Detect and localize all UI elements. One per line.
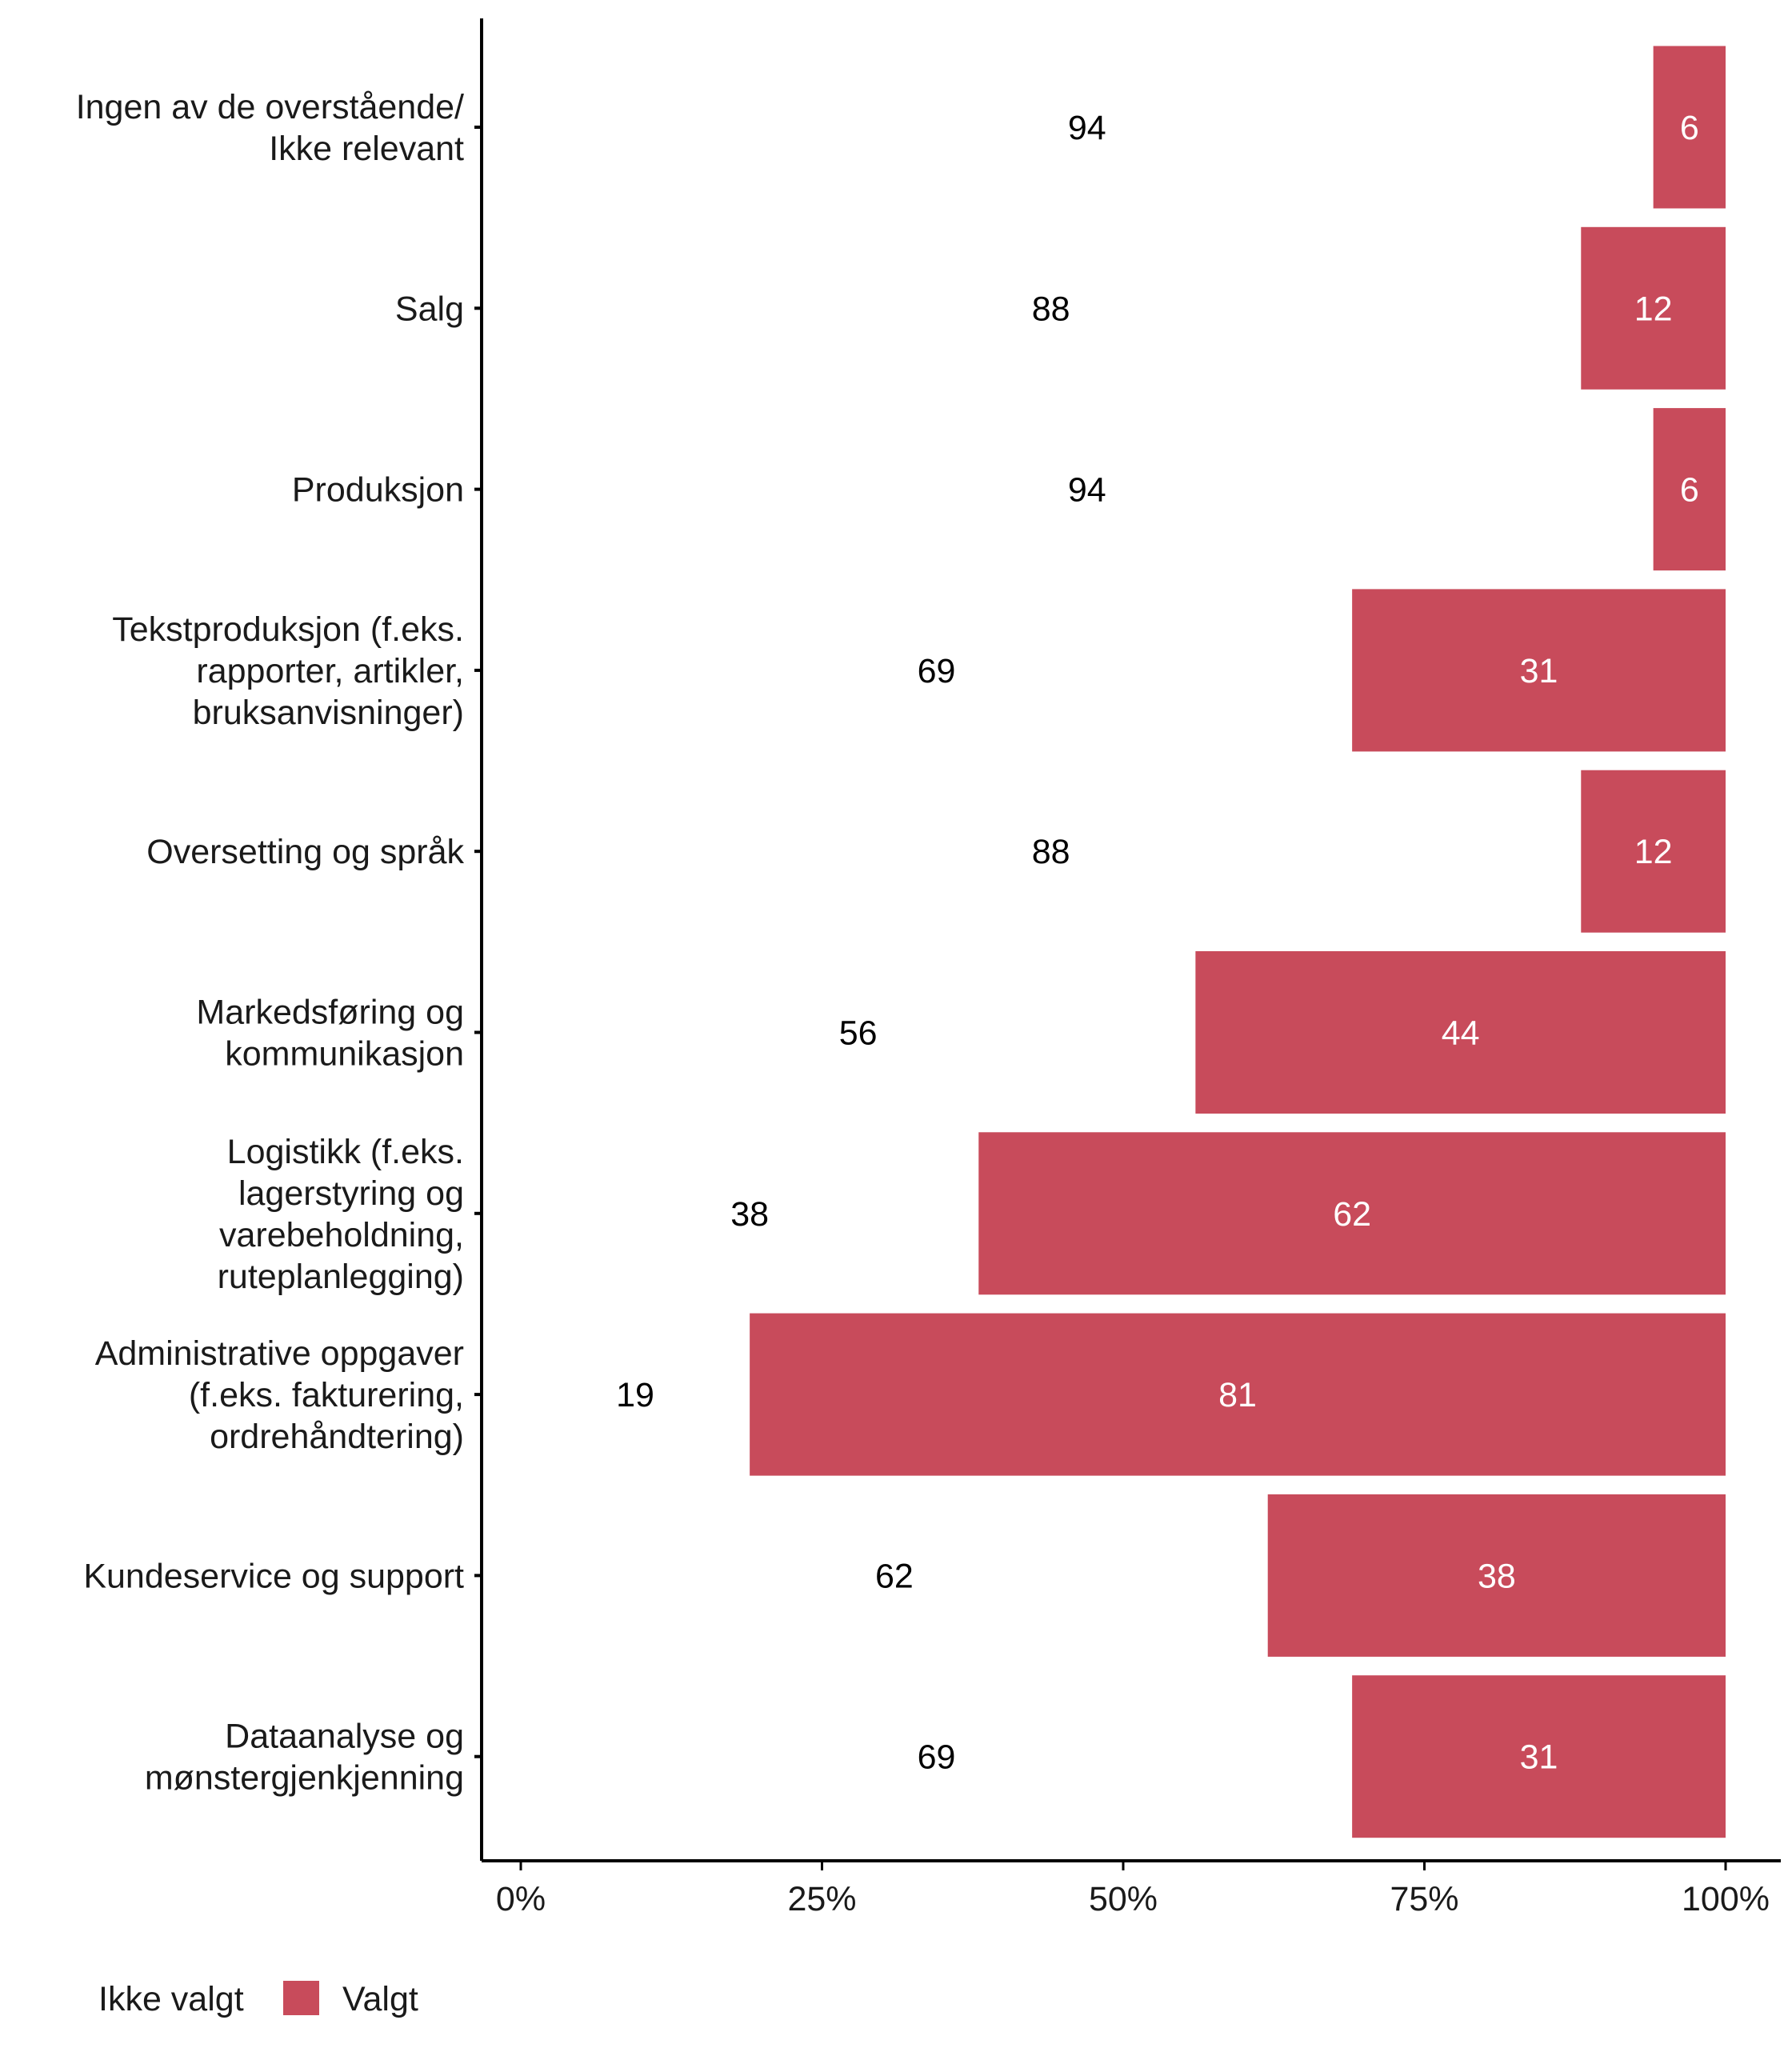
- data-label: 69: [918, 1738, 956, 1777]
- y-tick-label: lagerstyring og: [238, 1174, 464, 1213]
- y-tick-label: (f.eks. fakturering,: [189, 1376, 464, 1414]
- legend-label-ikke-valgt: Ikke valgt: [98, 1980, 244, 2018]
- bar-valgt: [1195, 951, 1726, 1114]
- y-tick-label: Administrative oppgaver: [95, 1334, 464, 1373]
- y-tick-label: Produksjon: [292, 471, 464, 510]
- data-label: 6: [1680, 109, 1699, 147]
- y-tick-label: Ikke relevant: [269, 130, 464, 168]
- bar-valgt: [1352, 589, 1726, 752]
- bar-valgt: [750, 1313, 1726, 1476]
- bar-valgt: [1653, 46, 1726, 209]
- bar-valgt: [978, 1132, 1726, 1295]
- bar-valgt: [1653, 408, 1726, 571]
- data-label: 12: [1634, 290, 1673, 328]
- x-tick-label: 50%: [1089, 1880, 1158, 1918]
- data-label: 31: [1520, 1738, 1558, 1777]
- y-tick-label: kommunikasjon: [225, 1035, 464, 1074]
- x-tick-label: 25%: [787, 1880, 856, 1918]
- bar-valgt: [1581, 226, 1726, 390]
- data-label: 62: [1333, 1195, 1371, 1234]
- x-tick-label: 100%: [1682, 1880, 1770, 1918]
- bar-valgt: [1267, 1494, 1726, 1657]
- data-label: 38: [730, 1195, 769, 1234]
- y-tick-label: bruksanvisninger): [193, 694, 464, 732]
- y-tick-label: varebeholdning,: [219, 1216, 464, 1254]
- legend-label-valgt: Valgt: [342, 1980, 418, 2018]
- data-label: 31: [1520, 652, 1558, 690]
- y-tick-label: Kundeservice og support: [83, 1557, 464, 1595]
- y-tick-label: Ingen av de overstående/: [76, 88, 464, 126]
- data-label: 6: [1680, 471, 1699, 510]
- y-tick-label: Markedsføring og: [196, 994, 464, 1032]
- data-label: 12: [1634, 833, 1673, 871]
- bar-valgt: [1352, 1675, 1726, 1838]
- y-tick-label: Dataanalyse og: [225, 1718, 464, 1756]
- data-label: 62: [875, 1557, 914, 1595]
- y-tick-label: mønstergjenkjenning: [145, 1759, 464, 1798]
- y-tick-label: ordrehåndtering): [210, 1418, 464, 1456]
- y-tick-label: ruteplanlegging): [218, 1258, 464, 1296]
- x-tick-label: 75%: [1390, 1880, 1458, 1918]
- data-label: 94: [1068, 471, 1106, 510]
- data-label: 88: [1032, 833, 1070, 871]
- y-tick-label: Oversetting og språk: [146, 833, 464, 871]
- data-label: 56: [839, 1014, 878, 1053]
- data-label: 94: [1068, 109, 1106, 147]
- bar-valgt: [1581, 770, 1726, 933]
- data-label: 44: [1442, 1014, 1480, 1053]
- data-label: 38: [1478, 1557, 1516, 1595]
- y-tick-label: Salg: [395, 290, 464, 328]
- data-label: 81: [1218, 1376, 1257, 1414]
- data-label: 88: [1032, 290, 1070, 328]
- y-tick-label: Logistikk (f.eks.: [227, 1133, 464, 1171]
- data-label: 19: [616, 1376, 654, 1414]
- data-label: 69: [918, 652, 956, 690]
- x-tick-label: 0%: [496, 1880, 546, 1918]
- y-tick-label: rapporter, artikler,: [196, 652, 464, 690]
- legend-swatch-valgt: [283, 1981, 319, 2015]
- y-tick-label: Tekstproduksjon (f.eks.: [112, 610, 464, 649]
